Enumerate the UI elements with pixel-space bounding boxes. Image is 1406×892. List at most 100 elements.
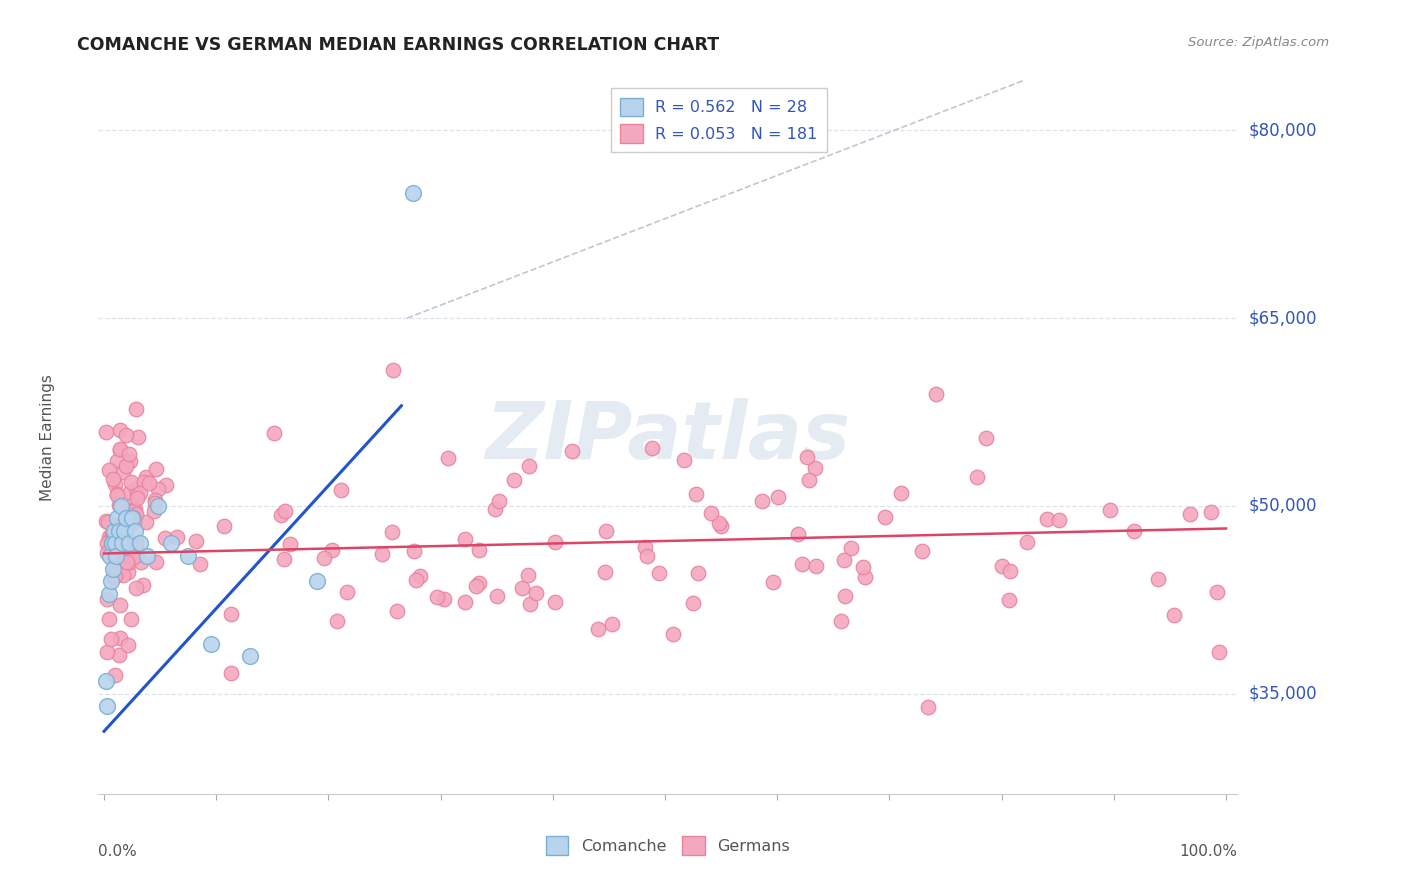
Point <box>804 461 827 475</box>
Point <box>634 540 657 554</box>
Text: $80,000: $80,000 <box>1249 121 1317 139</box>
Point <box>221 607 243 621</box>
Point <box>145 496 167 510</box>
Point <box>321 542 343 557</box>
Point <box>433 592 456 607</box>
Point <box>595 524 617 539</box>
Point <box>94 514 117 528</box>
Point <box>122 549 145 564</box>
Text: COMANCHE VS GERMAN MEDIAN EARNINGS CORRELATION CHART: COMANCHE VS GERMAN MEDIAN EARNINGS CORRE… <box>77 36 720 54</box>
Point <box>454 595 477 609</box>
Point <box>153 531 176 545</box>
Point <box>105 549 128 563</box>
Point <box>125 481 148 495</box>
Point <box>661 627 683 641</box>
Point <box>145 555 167 569</box>
Legend: Comanche, Germans: Comanche, Germans <box>536 827 800 864</box>
Point <box>100 574 122 588</box>
Point <box>103 553 125 567</box>
Point <box>135 549 157 563</box>
Point <box>385 604 408 618</box>
Point <box>177 549 200 563</box>
Text: ZIPatlas: ZIPatlas <box>485 398 851 476</box>
Point <box>796 450 818 464</box>
Point <box>488 493 510 508</box>
Point <box>586 622 609 636</box>
Text: 0.0%: 0.0% <box>98 844 138 859</box>
Point <box>184 534 207 549</box>
Point <box>510 581 533 595</box>
Point <box>132 578 155 592</box>
Point <box>1208 645 1230 659</box>
Point <box>118 543 141 558</box>
Point <box>124 515 146 529</box>
Point <box>105 488 128 502</box>
Point <box>105 518 128 533</box>
Text: $65,000: $65,000 <box>1249 310 1317 327</box>
Point <box>122 504 145 518</box>
Point <box>280 537 302 551</box>
Point <box>108 498 131 512</box>
Point <box>682 596 704 610</box>
Point <box>103 533 125 548</box>
Point <box>409 569 432 583</box>
Point <box>129 555 152 569</box>
Point <box>925 387 948 401</box>
Point <box>200 637 222 651</box>
Point <box>110 499 132 513</box>
Point <box>484 502 506 516</box>
Point <box>114 458 136 473</box>
Point <box>125 508 148 522</box>
Point <box>911 544 934 558</box>
Point <box>124 541 146 556</box>
Point <box>120 499 142 513</box>
Point <box>121 511 143 525</box>
Point <box>155 477 177 491</box>
Point <box>110 442 132 457</box>
Point <box>832 552 855 566</box>
Point <box>1199 505 1222 519</box>
Point <box>405 573 427 587</box>
Text: $35,000: $35,000 <box>1249 685 1317 703</box>
Point <box>1163 607 1185 622</box>
Point <box>686 566 709 581</box>
Point <box>851 560 873 574</box>
Point <box>1180 507 1202 521</box>
Point <box>263 425 285 440</box>
Point <box>160 536 183 550</box>
Point <box>401 186 423 200</box>
Point <box>101 561 124 575</box>
Point <box>270 508 292 522</box>
Point <box>96 645 118 659</box>
Point <box>593 566 616 580</box>
Point <box>640 442 662 456</box>
Point <box>101 548 124 562</box>
Point <box>111 465 134 479</box>
Point <box>120 475 142 489</box>
Point <box>685 487 707 501</box>
Point <box>1098 503 1121 517</box>
Point <box>710 519 733 533</box>
Point <box>890 486 912 500</box>
Point <box>517 567 540 582</box>
Point <box>166 531 188 545</box>
Point <box>96 546 118 560</box>
Point <box>125 581 148 595</box>
Point <box>751 493 773 508</box>
Point <box>381 524 404 539</box>
Point <box>841 541 863 555</box>
Point <box>1047 513 1070 527</box>
Point <box>96 536 118 550</box>
Point <box>974 431 997 445</box>
Point <box>998 592 1021 607</box>
Point <box>103 559 125 574</box>
Point <box>138 475 160 490</box>
Point <box>108 648 131 662</box>
Point <box>792 557 814 571</box>
Point <box>600 616 623 631</box>
Point <box>111 516 134 530</box>
Point <box>336 585 359 599</box>
Point <box>454 532 477 546</box>
Point <box>103 527 125 541</box>
Point <box>108 631 131 645</box>
